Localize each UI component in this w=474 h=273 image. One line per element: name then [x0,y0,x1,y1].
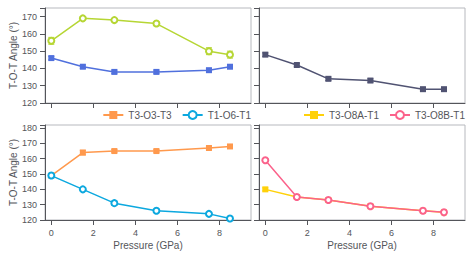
svg-text:Pressure (GPa): Pressure (GPa) [327,240,396,251]
svg-text:180: 180 [22,123,37,133]
svg-text:0: 0 [49,228,54,238]
svg-text:2: 2 [305,228,310,238]
svg-text:T3-O8B-T1: T3-O8B-T1 [415,110,465,121]
svg-text:120: 120 [22,215,37,225]
svg-text:170: 170 [22,138,37,148]
svg-text:170: 170 [22,12,37,22]
svg-text:Pressure (GPa): Pressure (GPa) [113,240,182,251]
svg-text:0: 0 [263,228,268,238]
svg-text:150: 150 [22,169,37,179]
svg-text:T3-O8A-T1: T3-O8A-T1 [329,110,379,121]
svg-text:T-O-T Angle (°): T-O-T Angle (°) [8,139,19,206]
svg-text:140: 140 [22,184,37,194]
svg-text:8: 8 [217,228,222,238]
svg-text:4: 4 [347,228,352,238]
svg-text:2: 2 [91,228,96,238]
svg-text:8: 8 [431,228,436,238]
svg-text:4: 4 [133,228,138,238]
svg-text:150: 150 [22,46,37,56]
svg-text:160: 160 [22,154,37,164]
svg-text:T3-O3-T3: T3-O3-T3 [128,110,172,121]
svg-text:120: 120 [22,98,37,108]
svg-text:130: 130 [22,81,37,91]
svg-text:T-O-T Angle (°): T-O-T Angle (°) [8,22,19,89]
svg-text:6: 6 [389,228,394,238]
svg-text:130: 130 [22,200,37,210]
svg-text:140: 140 [22,63,37,73]
svg-text:T1-O6-T1: T1-O6-T1 [208,110,252,121]
svg-text:160: 160 [22,29,37,39]
svg-text:6: 6 [175,228,180,238]
